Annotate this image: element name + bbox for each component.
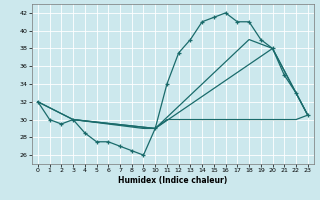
X-axis label: Humidex (Indice chaleur): Humidex (Indice chaleur): [118, 176, 228, 185]
